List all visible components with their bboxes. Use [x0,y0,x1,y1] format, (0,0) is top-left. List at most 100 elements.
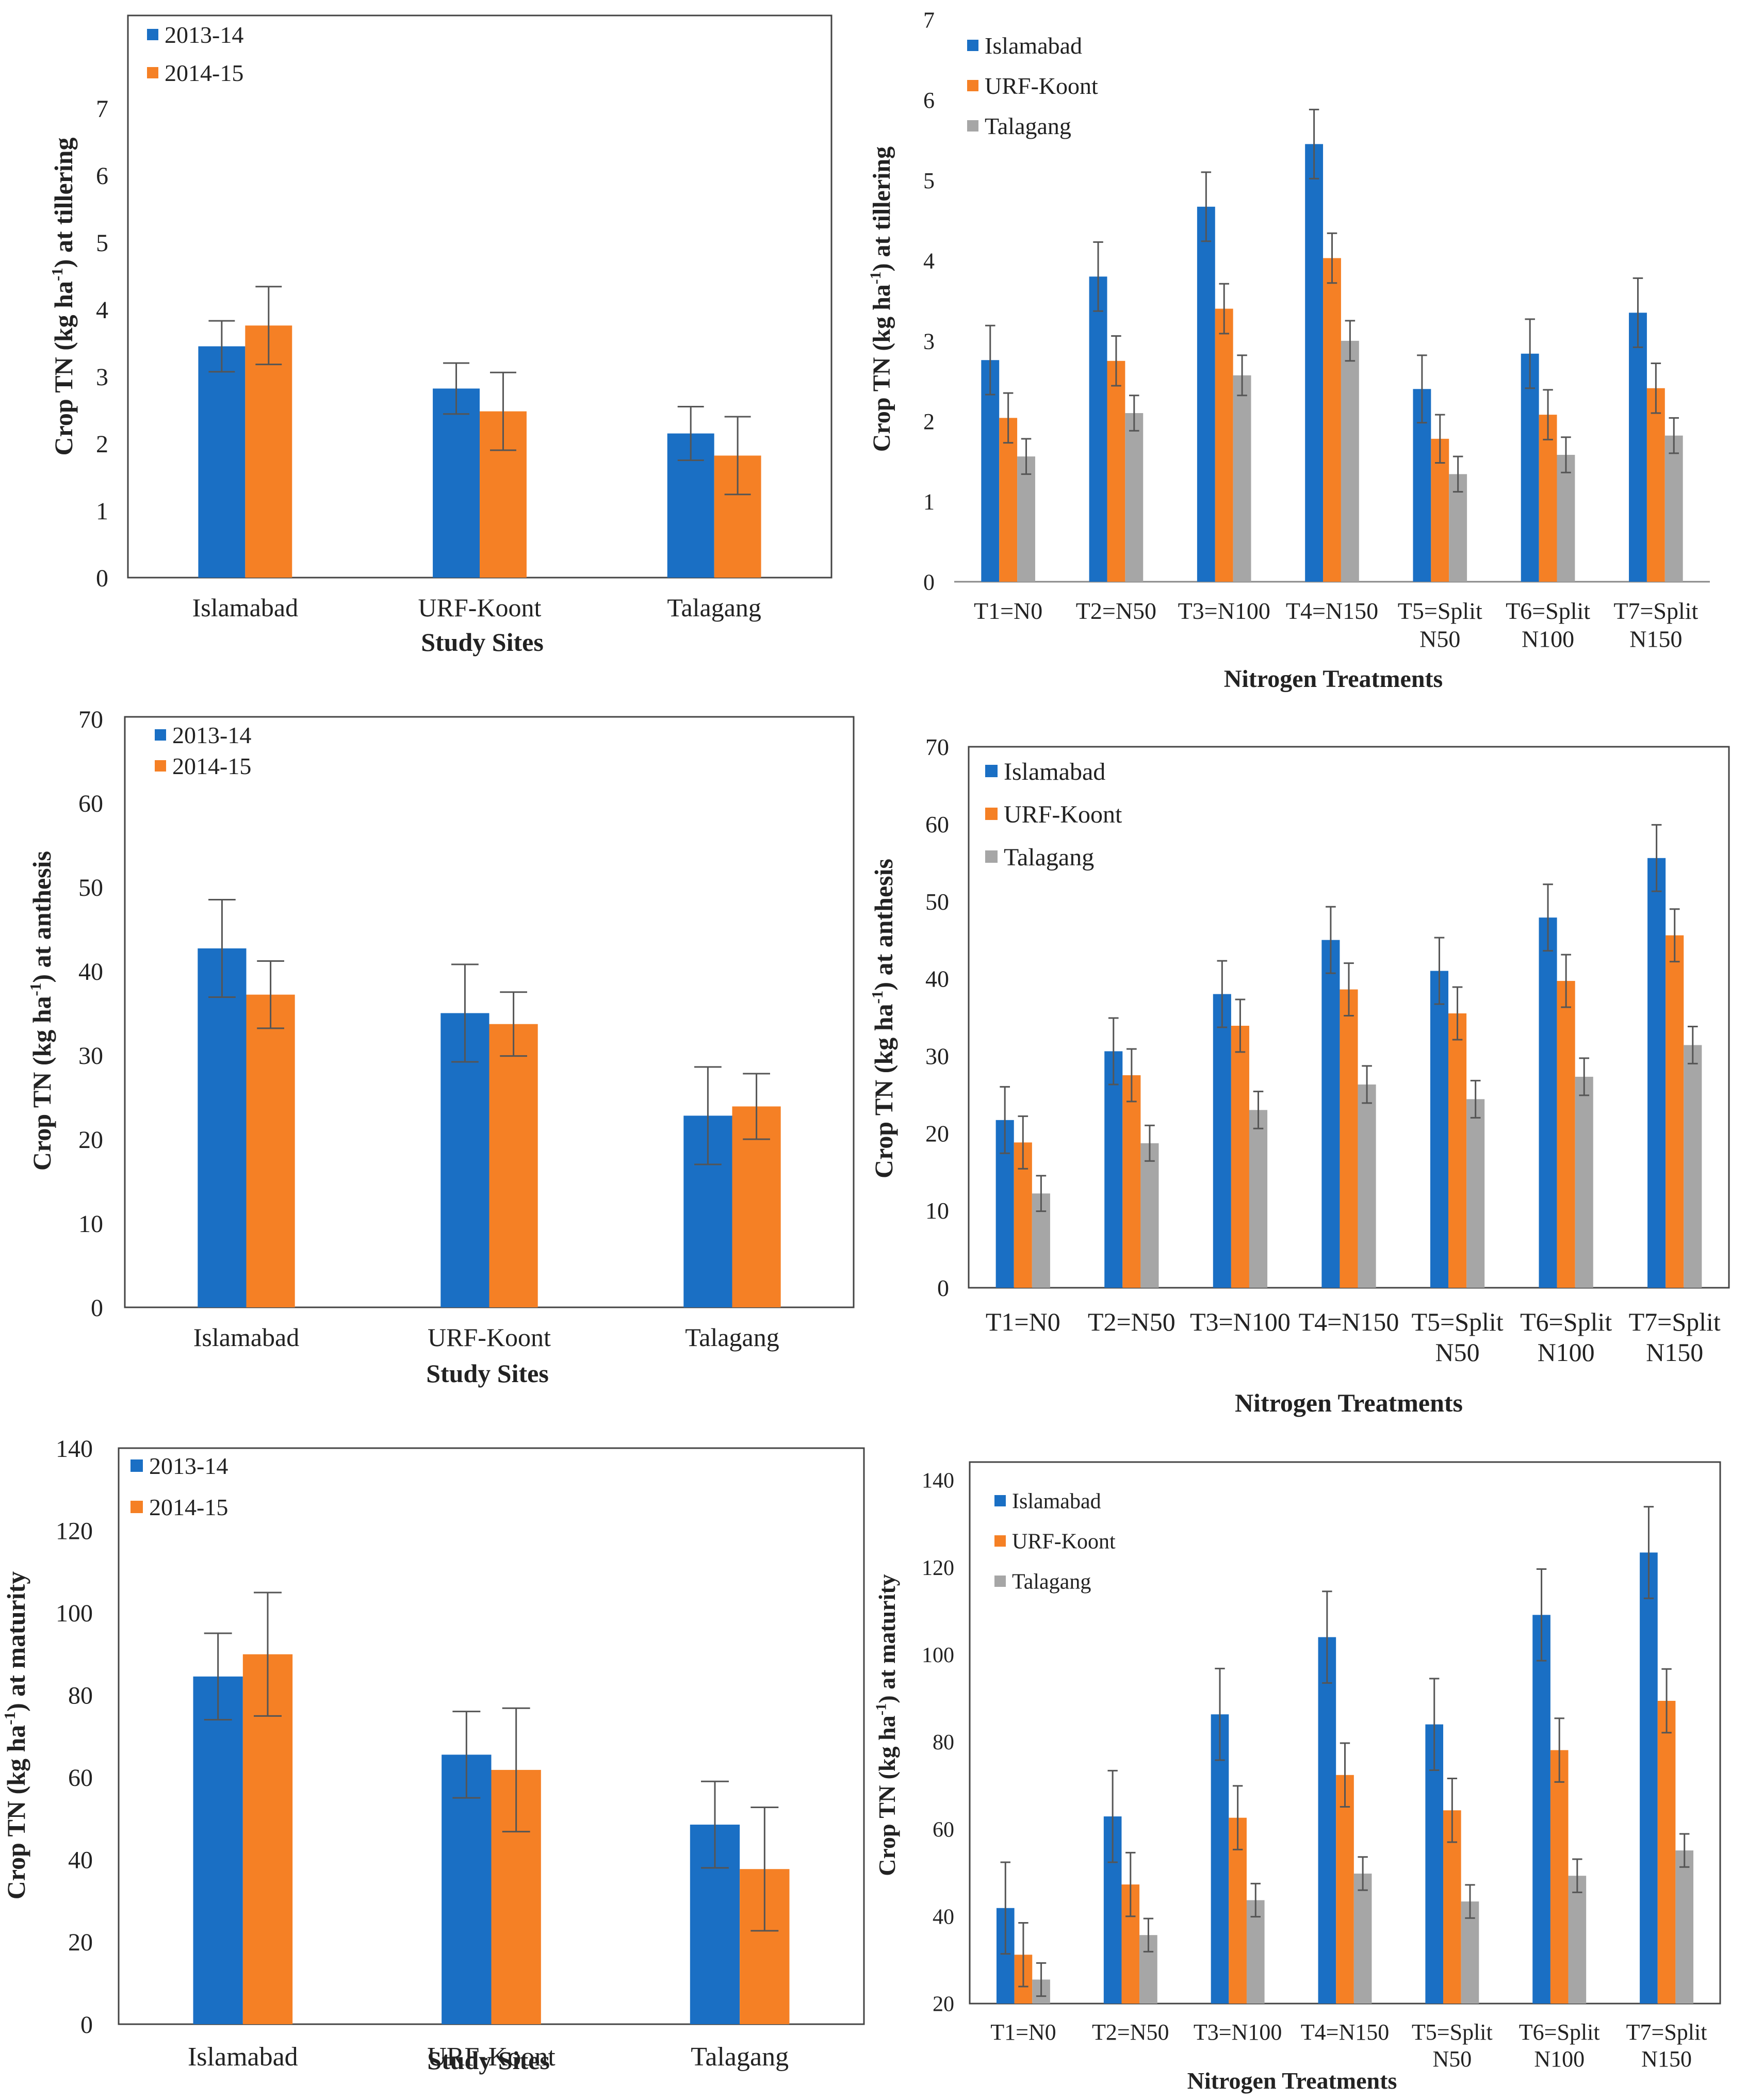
x-category-label: Islamabad [192,593,298,622]
bar-talagang [1140,1143,1159,1288]
y-tick-label: 7 [96,95,108,123]
x-category-label-line: Islamabad [192,593,298,622]
legend-swatch [147,67,158,78]
x-category-label: T3=N100 [1178,598,1270,624]
bar-talagang [1557,454,1575,582]
y-axis-title-part: -1 [1,1712,19,1725]
x-category-label-line: T7=Split [1626,2020,1707,2045]
y-tick-label: 100 [922,1644,954,1667]
x-category-label-line: T6=Split [1506,598,1590,624]
y-tick-label: 100 [56,1600,93,1627]
x-category-label: T3=N100 [1190,1307,1291,1336]
bar-islamabad [1197,206,1215,582]
x-category-label-line: Talagang [667,593,761,622]
y-tick-label: 3 [923,329,935,354]
y-tick-label: 70 [78,706,103,733]
legend-label: 2013-14 [149,1453,228,1479]
y-tick-label: 2 [923,409,935,434]
x-category-label: T1=N0 [990,2020,1056,2045]
x-category-label-line: T5=Split [1412,2020,1493,2045]
x-category-label: T4=N150 [1301,2020,1389,2045]
y-tick-label: 70 [925,734,949,760]
bar-islamabad [1211,1714,1229,2004]
legend-swatch [967,80,978,91]
bar-islamabad [1305,144,1324,582]
x-category-label-line: T5=Split [1398,598,1482,624]
y-axis-title-part: Crop TN (kg ha [874,1715,900,1876]
x-category-label: T2=N50 [1092,2020,1169,2045]
x-category-label-line: T1=N0 [990,2020,1056,2045]
bar-islamabad [1213,994,1231,1288]
x-category-label-line: T1=N0 [974,598,1042,624]
x-category-label-line: N50 [1432,2046,1472,2072]
x-category-label: T2=N50 [1088,1307,1175,1336]
bar-urf-koont [1107,360,1125,582]
bar-talagang [1233,375,1251,582]
y-axis-title-part: ) at maturity [874,1574,900,1703]
legend-swatch [985,808,998,820]
y-tick-label: 4 [923,249,935,274]
legend-label: URF-Koont [1004,801,1122,828]
chart-site-tillering: 0 1 2 3 4 5 6 7 Islamabad URF-Koont Talagang Crop T… [48,14,832,657]
x-category-label-line: T1=N0 [986,1307,1060,1336]
bar-2013-14 [198,948,247,1307]
bar-urf-koont [1657,1700,1676,2004]
x-category-label: T7=Split N150 [1626,2020,1707,2072]
x-axis-title: Nitrogen Treatments [1187,2068,1397,2094]
x-category-label-line: N50 [1435,1338,1480,1367]
x-category-label: T2=N50 [1076,598,1156,624]
y-axis-title-part: Crop TN (kg ha [869,1004,898,1178]
y-tick-label: 6 [96,162,108,190]
x-category-label-line: Talagang [691,2042,789,2072]
x-category-label: T6=Split N100 [1519,2020,1600,2072]
x-category-label: T7=Split N150 [1613,598,1698,652]
y-axis-title-part: Crop TN (kg ha [2,1725,30,1900]
x-category-label-line: T2=N50 [1076,598,1156,624]
legend-label: Talagang [1012,1570,1091,1594]
y-tick-label: 140 [922,1469,954,1493]
x-category-label-line: URF-Koont [427,2042,556,2072]
legend-label: URF-Koont [985,73,1098,99]
legend-label: Islamabad [1012,1490,1101,1514]
x-category-label-line: T4=N150 [1299,1307,1399,1336]
bar-islamabad [1539,917,1557,1288]
y-tick-label: 4 [96,297,108,324]
bar-talagang [1353,1873,1372,2004]
legend-swatch [985,850,998,863]
x-category-label: URF-Koont [427,2042,556,2072]
x-category-label: Talagang [685,1323,779,1352]
x-category-label-line: T4=N150 [1301,2020,1389,2045]
y-axis-title-part: -1 [48,268,66,281]
y-axis-title-part: ) at tillering [49,137,78,268]
bar-2013-14 [433,388,480,578]
y-tick-label: 60 [933,1818,954,1842]
y-tick-label: 20 [933,1993,954,2016]
x-axis-title: Nitrogen Treatments [1235,1388,1463,1417]
x-category-label: Talagang [667,593,761,622]
x-category-label: T5=Split N50 [1411,1307,1503,1367]
legend-label: 2013-14 [172,722,251,748]
x-category-label: Talagang [691,2042,789,2072]
y-axis-title: Crop TN (kg ha-1) at tillering [867,146,895,452]
y-tick-label: 1 [96,498,108,525]
bar-talagang [1125,413,1144,582]
bar-urf-koont [1340,989,1358,1288]
y-tick-label: 60 [68,1764,93,1792]
bar-2013-14 [442,1754,492,2024]
y-tick-label: 40 [933,1906,954,1929]
legend-label: Islamabad [985,32,1082,59]
x-category-label-line: Talagang [685,1323,779,1352]
y-tick-label: 50 [78,874,103,901]
y-axis-title-part: ) at maturity [2,1571,30,1712]
x-category-label-line: N100 [1538,1338,1595,1367]
x-category-label: T6=Split N100 [1520,1307,1612,1367]
bar-talagang [1675,1850,1694,2004]
x-category-label: URF-Koont [418,593,542,622]
x-category-label-line: T2=N50 [1088,1307,1175,1336]
y-axis-title-part: -1 [868,991,886,1004]
chart-treatment-maturity: 20 40 60 80 100 120 140 T1=N0 T2=N50 T3=N100 T4=N1… [874,1461,1721,2094]
x-category-label: T4=N150 [1286,598,1378,624]
bar-urf-koont [999,418,1018,582]
y-tick-label: 20 [78,1126,103,1154]
bar-urf-koont [1646,388,1665,582]
